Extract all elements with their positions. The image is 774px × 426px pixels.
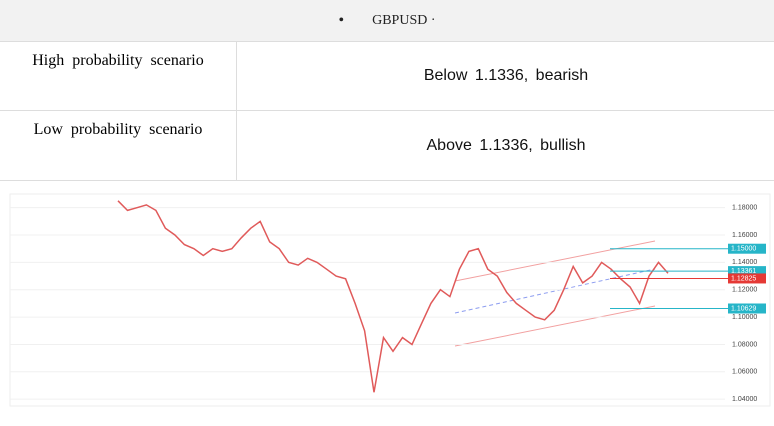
price-tag-label: 1.13361: [731, 268, 756, 275]
price-tag-label: 1.10629: [731, 305, 756, 312]
price-tag: [728, 266, 766, 277]
table-row: Low probability scenario Above 1.1336, b…: [0, 111, 774, 181]
y-tick-label: 1.18000: [732, 205, 757, 212]
y-tick-label: 1.04000: [732, 396, 757, 403]
price-chart: 1.04000 1.06000 1.08000 1.10000 1.12000 1.140…: [9, 193, 771, 407]
y-tick-label: 1.14000: [732, 259, 757, 266]
price-tag: [728, 303, 766, 314]
row-label: Low probability scenario: [0, 111, 237, 180]
price-tag-label: 1.15000: [731, 246, 756, 253]
row-value: Above 1.1336, bullish: [426, 136, 586, 154]
price-line: [117, 200, 669, 393]
y-tick-label: 1.08000: [732, 341, 757, 348]
table-row: High probability scenario Below 1.1336, …: [0, 42, 774, 111]
row-value: Below 1.1336, bearish: [423, 67, 589, 84]
y-tick-label: 1.16000: [732, 232, 757, 239]
y-tick-label: 1.06000: [732, 369, 757, 376]
trend-line: [454, 268, 656, 314]
y-tick-label: 1.12000: [732, 287, 757, 294]
price-tag: [728, 243, 766, 254]
price-tag: [728, 273, 766, 284]
bullet: •: [338, 11, 345, 29]
y-tick-label: 1.10000: [732, 314, 757, 321]
header-title: GBPUSD ·: [372, 12, 436, 28]
channel-line: [454, 240, 656, 282]
channel-line: [454, 305, 656, 347]
plot-area: [9, 193, 771, 407]
row-label: High probability scenario: [0, 42, 237, 110]
price-tag-label: 1.12825: [731, 275, 756, 282]
header: • GBPUSD ·: [0, 0, 774, 42]
